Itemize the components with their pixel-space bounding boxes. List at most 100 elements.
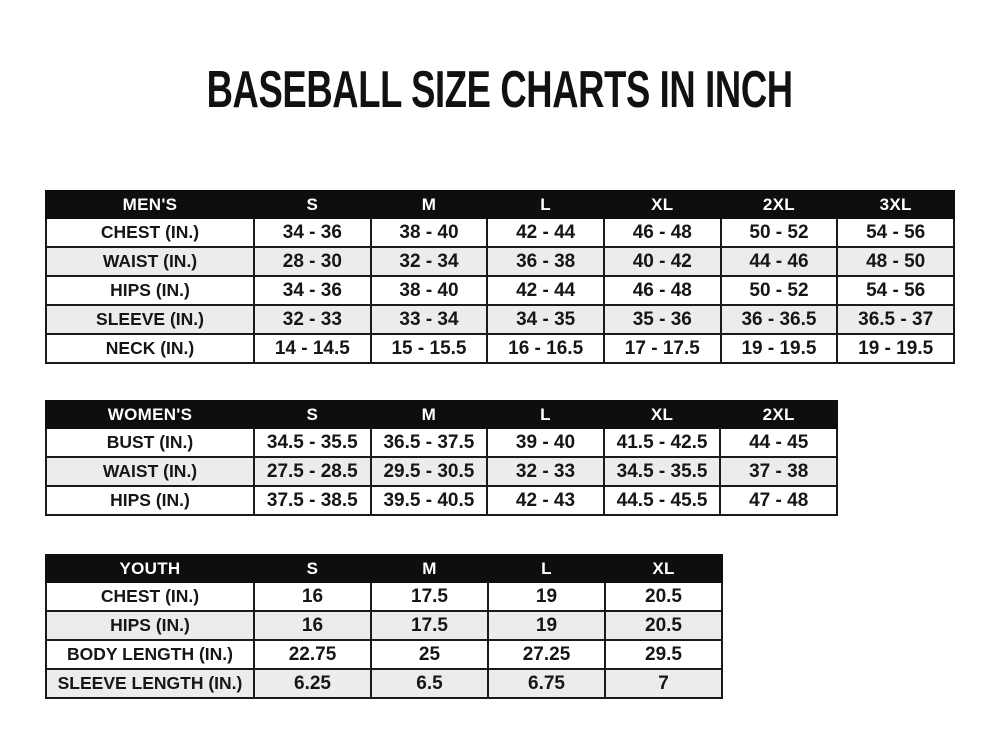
size-value-cell: 32 - 34 xyxy=(369,246,489,277)
size-value-cell: 16 - 16.5 xyxy=(486,333,605,364)
row-label-cell: BODY LENGTH (IN.) xyxy=(45,639,255,670)
size-col-header: S xyxy=(253,400,372,429)
table-header-row: WOMEN'S S M L XL 2XL xyxy=(45,400,838,429)
table-row: WAIST (IN.) 28 - 30 32 - 34 36 - 38 40 - 42 4… xyxy=(45,246,955,277)
page-title-text: BASEBALL SIZE CHARTS IN INCH xyxy=(206,61,794,119)
size-value-cell: 32 - 33 xyxy=(486,456,605,487)
size-col-header: M xyxy=(370,554,489,583)
table-title-cell: YOUTH xyxy=(45,554,255,583)
size-value-cell: 29.5 - 30.5 xyxy=(369,456,489,487)
size-value-cell: 37 - 38 xyxy=(719,456,838,487)
row-label-cell: SLEEVE (IN.) xyxy=(45,304,255,335)
size-value-cell: 34 - 35 xyxy=(486,304,605,335)
size-value-cell: 36.5 - 37.5 xyxy=(369,427,489,458)
size-value-cell: 27.25 xyxy=(487,639,606,670)
row-label-cell: WAIST (IN.) xyxy=(45,456,255,487)
size-value-cell: 20.5 xyxy=(604,610,723,641)
row-label-cell: HIPS (IN.) xyxy=(45,485,255,516)
size-value-cell: 33 - 34 xyxy=(369,304,489,335)
size-value-cell: 46 - 48 xyxy=(602,275,722,306)
table-row: HIPS (IN.) 37.5 - 38.5 39.5 - 40.5 42 - 43 4… xyxy=(45,485,838,516)
size-value-cell: 44.5 - 45.5 xyxy=(602,485,722,516)
size-col-header: L xyxy=(487,554,606,583)
table-row: SLEEVE (IN.) 32 - 33 33 - 34 34 - 35 35 - 36… xyxy=(45,304,955,335)
size-value-cell: 39.5 - 40.5 xyxy=(369,485,489,516)
size-value-cell: 46 - 48 xyxy=(602,217,722,248)
size-value-cell: 17.5 xyxy=(370,610,489,641)
row-label-cell: WAIST (IN.) xyxy=(45,246,255,277)
size-col-header: L xyxy=(486,400,605,429)
size-value-cell: 47 - 48 xyxy=(719,485,838,516)
size-value-cell: 40 - 42 xyxy=(602,246,722,277)
table-title-cell: WOMEN'S xyxy=(45,400,255,429)
row-label-cell: HIPS (IN.) xyxy=(45,610,255,641)
size-col-header: XL xyxy=(602,190,722,219)
table-row: SLEEVE LENGTH (IN.) 6.25 6.5 6.75 7 xyxy=(45,668,723,699)
table-row: HIPS (IN.) 16 17.5 19 20.5 xyxy=(45,610,723,641)
table-header-row: MEN'S S M L XL 2XL 3XL xyxy=(45,190,955,219)
size-value-cell: 15 - 15.5 xyxy=(369,333,489,364)
womens-size-table: WOMEN'S S M L XL 2XL BUST (IN.) 34.5 - 35.5 36.5… xyxy=(45,400,838,516)
table-row: CHEST (IN.) 34 - 36 38 - 40 42 - 44 46 - 48 5… xyxy=(45,217,955,248)
size-col-header: S xyxy=(253,190,372,219)
table-row: CHEST (IN.) 16 17.5 19 20.5 xyxy=(45,581,723,612)
size-value-cell: 17.5 xyxy=(370,581,489,612)
size-value-cell: 36 - 36.5 xyxy=(719,304,839,335)
size-value-cell: 34.5 - 35.5 xyxy=(253,427,372,458)
size-value-cell: 39 - 40 xyxy=(486,427,605,458)
size-value-cell: 28 - 30 xyxy=(253,246,372,277)
row-label-cell: CHEST (IN.) xyxy=(45,581,255,612)
size-col-header: 3XL xyxy=(836,190,955,219)
size-value-cell: 54 - 56 xyxy=(836,217,955,248)
size-value-cell: 7 xyxy=(604,668,723,699)
size-value-cell: 44 - 46 xyxy=(719,246,839,277)
row-label-cell: NECK (IN.) xyxy=(45,333,255,364)
row-label-cell: HIPS (IN.) xyxy=(45,275,255,306)
table-row: HIPS (IN.) 34 - 36 38 - 40 42 - 44 46 - 48 50… xyxy=(45,275,955,306)
size-value-cell: 50 - 52 xyxy=(719,217,839,248)
size-value-cell: 29.5 xyxy=(604,639,723,670)
size-value-cell: 6.25 xyxy=(253,668,372,699)
mens-size-table: MEN'S S M L XL 2XL 3XL CHEST (IN.) 34 - 36 38 - 4… xyxy=(45,190,955,364)
size-value-cell: 16 xyxy=(253,610,372,641)
size-value-cell: 27.5 - 28.5 xyxy=(253,456,372,487)
size-col-header: M xyxy=(369,400,489,429)
size-value-cell: 34 - 36 xyxy=(253,217,372,248)
size-value-cell: 38 - 40 xyxy=(369,217,489,248)
size-value-cell: 6.5 xyxy=(370,668,489,699)
table-row: WAIST (IN.) 27.5 - 28.5 29.5 - 30.5 32 - 33… xyxy=(45,456,838,487)
row-label-cell: CHEST (IN.) xyxy=(45,217,255,248)
size-value-cell: 34.5 - 35.5 xyxy=(602,456,722,487)
size-value-cell: 41.5 - 42.5 xyxy=(602,427,722,458)
size-value-cell: 37.5 - 38.5 xyxy=(253,485,372,516)
size-col-header: 2XL xyxy=(719,400,838,429)
page-title: BASEBALL SIZE CHARTS IN INCH xyxy=(0,64,1000,116)
size-col-header: XL xyxy=(604,554,723,583)
size-value-cell: 17 - 17.5 xyxy=(602,333,722,364)
size-value-cell: 48 - 50 xyxy=(836,246,955,277)
size-value-cell: 19 - 19.5 xyxy=(836,333,955,364)
size-value-cell: 19 xyxy=(487,581,606,612)
size-value-cell: 54 - 56 xyxy=(836,275,955,306)
size-col-header: S xyxy=(253,554,372,583)
size-value-cell: 35 - 36 xyxy=(602,304,722,335)
size-value-cell: 44 - 45 xyxy=(719,427,838,458)
size-value-cell: 38 - 40 xyxy=(369,275,489,306)
size-value-cell: 42 - 44 xyxy=(486,275,605,306)
size-value-cell: 20.5 xyxy=(604,581,723,612)
size-value-cell: 16 xyxy=(253,581,372,612)
row-label-cell: SLEEVE LENGTH (IN.) xyxy=(45,668,255,699)
size-value-cell: 32 - 33 xyxy=(253,304,372,335)
size-value-cell: 50 - 52 xyxy=(719,275,839,306)
table-title-cell: MEN'S xyxy=(45,190,255,219)
size-col-header: XL xyxy=(602,400,722,429)
youth-size-table: YOUTH S M L XL CHEST (IN.) 16 17.5 19 20.5 HIPS (I… xyxy=(45,554,723,699)
table-header-row: YOUTH S M L XL xyxy=(45,554,723,583)
size-value-cell: 19 - 19.5 xyxy=(719,333,839,364)
row-label-cell: BUST (IN.) xyxy=(45,427,255,458)
size-value-cell: 36 - 38 xyxy=(486,246,605,277)
table-row: BUST (IN.) 34.5 - 35.5 36.5 - 37.5 39 - 40 4… xyxy=(45,427,838,458)
size-value-cell: 34 - 36 xyxy=(253,275,372,306)
size-value-cell: 14 - 14.5 xyxy=(253,333,372,364)
